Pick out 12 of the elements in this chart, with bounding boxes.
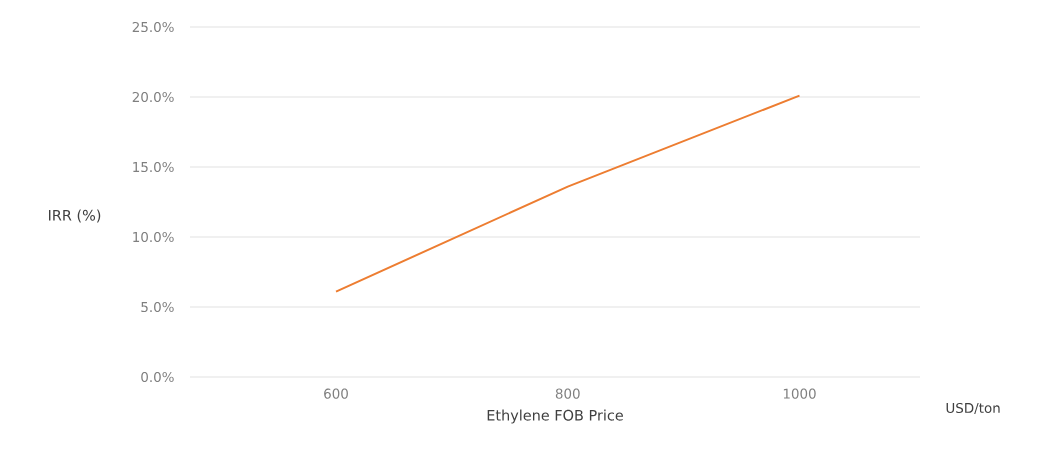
y-axis-title: IRR (%) [48,209,101,223]
text: USD/ton [946,402,1000,415]
x-tick-label: 600 [324,388,348,399]
x-axis-title: Ethylene FOB Price [487,409,623,424]
x-tick-label: 800 [555,388,580,399]
y-tick-label: 15.0% [133,161,174,173]
y-tick-label: 25.0% [132,21,174,33]
x-tick-label: 1000 [783,388,816,399]
y-tick-label: 10.0% [133,231,174,243]
y-tick-label: 5.0% [141,301,174,313]
y-tick-label: 0.0% [141,371,174,383]
y-tick-label: 20.0% [132,91,174,103]
